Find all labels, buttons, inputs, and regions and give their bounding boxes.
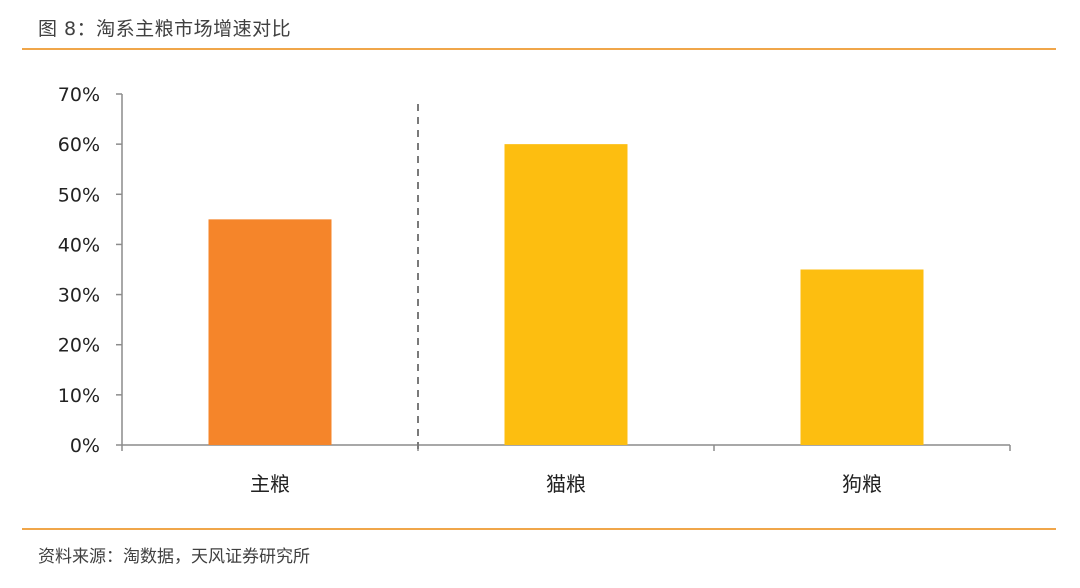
figure-title: 图 8：淘系主粮市场增速对比 bbox=[38, 18, 292, 40]
y-tick-label: 10% bbox=[58, 385, 100, 407]
y-tick-label: 20% bbox=[58, 335, 100, 357]
x-category-label: 主粮 bbox=[250, 472, 290, 496]
y-tick-label: 50% bbox=[58, 184, 100, 206]
y-tick-label: 40% bbox=[58, 234, 100, 256]
y-tick-label: 30% bbox=[58, 285, 100, 307]
y-tick-label: 0% bbox=[70, 435, 100, 457]
bar-1 bbox=[208, 219, 332, 445]
y-tick-label: 60% bbox=[58, 134, 100, 156]
top-divider bbox=[22, 48, 1056, 50]
bar-3 bbox=[800, 269, 924, 445]
x-category-label: 猫粮 bbox=[546, 472, 586, 496]
bar-2 bbox=[504, 144, 628, 445]
x-category-label: 狗粮 bbox=[842, 472, 882, 496]
y-tick-label: 70% bbox=[58, 84, 100, 106]
bottom-divider bbox=[22, 528, 1056, 530]
source-note: 资料来源：淘数据，天风证券研究所 bbox=[38, 547, 310, 567]
